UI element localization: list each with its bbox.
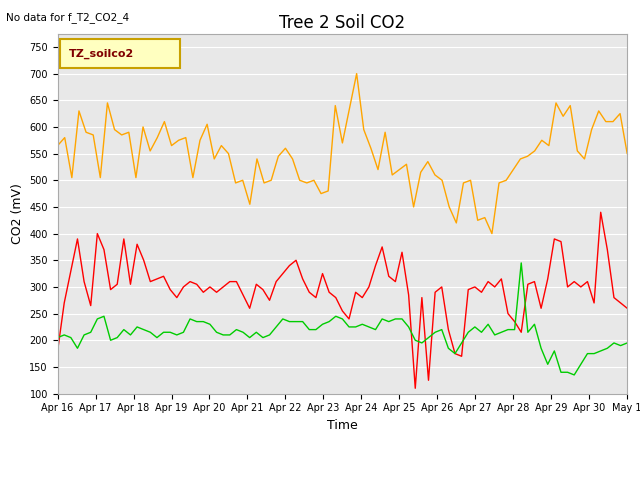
Y-axis label: CO2 (mV): CO2 (mV) — [11, 183, 24, 244]
X-axis label: Time: Time — [327, 419, 358, 432]
Legend: Tree2 -2cm, Tree2 -4cm, Tree2 -8cm: Tree2 -2cm, Tree2 -4cm, Tree2 -8cm — [168, 477, 517, 480]
FancyBboxPatch shape — [60, 39, 180, 68]
Text: No data for f_T2_CO2_4: No data for f_T2_CO2_4 — [6, 12, 129, 23]
Title: Tree 2 Soil CO2: Tree 2 Soil CO2 — [279, 14, 406, 32]
Text: TZ_soilco2: TZ_soilco2 — [69, 48, 134, 59]
